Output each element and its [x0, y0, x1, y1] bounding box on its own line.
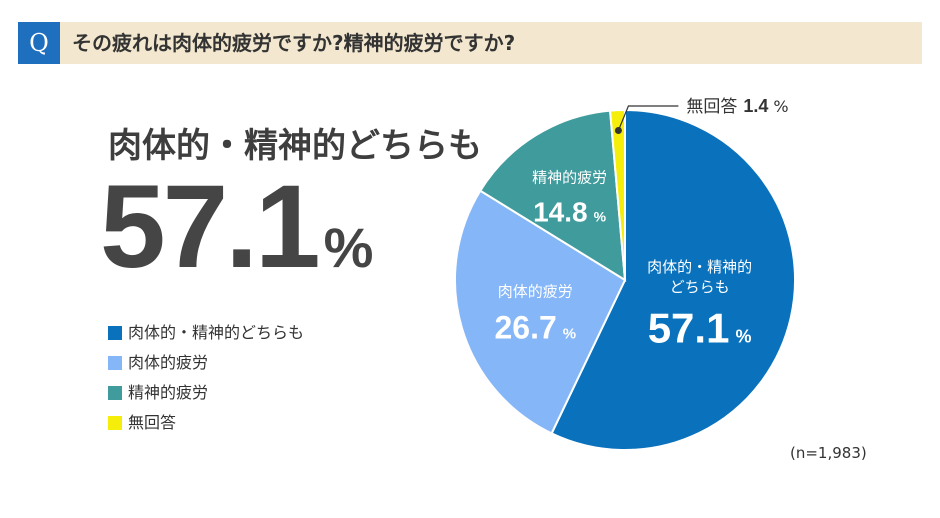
slice-name-label: 肉体的・精神的 — [647, 258, 752, 276]
legend-item: 無回答 — [108, 408, 304, 438]
legend-item: 肉体的・精神的どちらも — [108, 318, 304, 348]
question-bar: Q その疲れは肉体的疲労ですか?精神的疲労ですか? — [18, 22, 922, 64]
sample-size-note: (n=1,983) — [790, 444, 867, 462]
legend-label: 肉体的疲労 — [128, 353, 209, 372]
pie-slice — [454, 189, 627, 435]
highlight-label: 肉体的・精神的どちらも — [108, 126, 482, 166]
legend-label: 肉体的・精神的どちらも — [128, 323, 305, 342]
highlight-unit: % — [323, 216, 374, 279]
pie-slice — [550, 108, 797, 451]
question-text: その疲れは肉体的疲労ですか?精神的疲労ですか? — [72, 31, 516, 55]
legend-swatch — [108, 386, 122, 400]
legend-swatch — [108, 326, 122, 340]
legend-swatch — [108, 416, 122, 430]
legend-label: 精神的疲労 — [128, 383, 209, 402]
legend-item: 肉体的疲労 — [108, 348, 304, 378]
pie-slice — [608, 108, 626, 281]
legend-swatch — [108, 356, 122, 370]
chart-legend: 肉体的・精神的どちらも 肉体的疲労 精神的疲労 無回答 — [108, 318, 304, 438]
highlight-value: 57.1% — [100, 168, 373, 286]
callout-label: 無回答 1.4% — [686, 96, 788, 117]
highlight-number: 57.1 — [100, 161, 321, 293]
callout-line — [617, 105, 679, 131]
slice-name-label: 精神的疲労 — [532, 168, 607, 186]
legend-label: 無回答 — [128, 413, 177, 432]
slice-value-label: 57.1% — [648, 304, 752, 351]
pie-slice — [478, 109, 627, 282]
question-badge: Q — [18, 22, 60, 64]
legend-item: 精神的疲労 — [108, 378, 304, 408]
slice-name-label: 肉体的疲労 — [498, 282, 573, 300]
slice-value-label: 26.7% — [494, 310, 576, 346]
slice-value-label: 14.8% — [533, 196, 607, 227]
slice-name-label: どちらも — [670, 278, 730, 296]
